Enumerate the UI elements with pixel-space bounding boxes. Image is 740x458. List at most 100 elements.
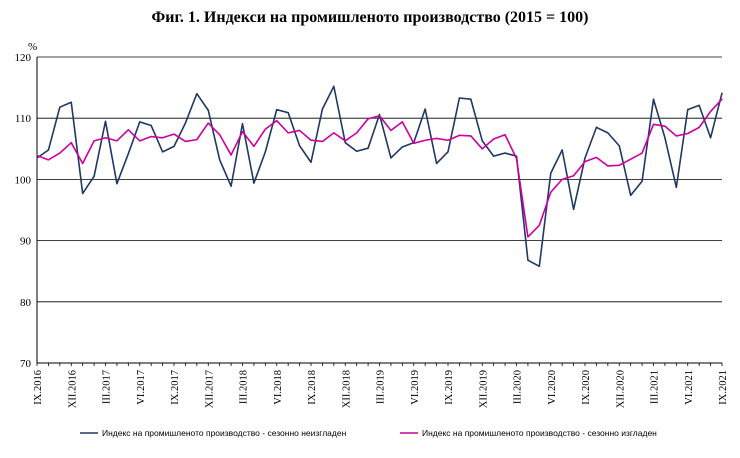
data-point-adjusted <box>630 158 632 160</box>
data-point-unadjusted <box>687 109 689 111</box>
data-point-unadjusted <box>493 155 495 157</box>
data-point-adjusted <box>641 152 643 154</box>
data-point-adjusted <box>253 145 255 147</box>
data-point-unadjusted <box>424 108 426 110</box>
data-point-adjusted <box>150 135 152 138</box>
data-point-adjusted <box>493 138 495 140</box>
data-point-adjusted <box>572 175 575 177</box>
x-tick-label: VI.2019 <box>410 370 421 405</box>
data-point-adjusted <box>207 122 209 124</box>
data-point-unadjusted <box>470 98 472 100</box>
y-tick-label: 120 <box>15 52 32 64</box>
data-point-unadjusted <box>584 157 586 159</box>
x-tick-label: IX.2018 <box>307 370 318 405</box>
data-point-adjusted <box>413 142 415 144</box>
data-point-adjusted <box>287 132 289 134</box>
data-point-unadjusted <box>504 152 506 154</box>
data-point-unadjusted <box>47 149 50 151</box>
data-point-adjusted <box>333 132 335 134</box>
data-point-unadjusted <box>161 151 164 153</box>
data-point-adjusted <box>184 140 187 143</box>
data-point-adjusted <box>344 140 346 142</box>
data-point-unadjusted <box>447 151 449 153</box>
data-point-adjusted <box>276 120 278 122</box>
data-point-unadjusted <box>538 265 540 267</box>
data-point-unadjusted <box>344 142 346 144</box>
x-tick-label: III.2019 <box>376 370 387 404</box>
data-point-unadjusted <box>435 162 438 165</box>
data-point-unadjusted <box>150 124 152 127</box>
data-point-adjusted <box>173 133 175 135</box>
data-point-unadjusted <box>104 120 107 122</box>
data-point-adjusted <box>424 139 426 141</box>
data-point-unadjusted <box>458 97 461 99</box>
data-point-adjusted <box>447 139 449 141</box>
data-point-unadjusted <box>572 208 575 210</box>
data-point-unadjusted <box>356 150 358 152</box>
data-point-adjusted <box>36 154 38 157</box>
data-point-adjusted <box>458 134 461 136</box>
x-tick-label: IX.2017 <box>170 370 181 405</box>
x-tick-label: IX.2020 <box>581 370 592 405</box>
data-point-unadjusted <box>127 153 129 155</box>
data-point-adjusted <box>104 137 107 139</box>
data-point-unadjusted <box>709 137 712 139</box>
data-point-adjusted <box>652 123 655 125</box>
x-tick-label: XII.2019 <box>478 370 489 408</box>
data-point-unadjusted <box>230 185 232 187</box>
y-tick-label: 80 <box>20 297 32 309</box>
data-point-adjusted <box>298 129 301 132</box>
data-point-adjusted <box>687 132 689 135</box>
data-point-unadjusted <box>595 126 598 128</box>
data-point-adjusted <box>504 134 506 136</box>
x-tick-label: VI.2018 <box>273 370 284 405</box>
data-point-unadjusted <box>527 259 529 261</box>
y-tick-labels: 70 80 90 100 110 120 <box>15 52 32 370</box>
x-tick-label: III.2020 <box>513 370 524 404</box>
data-point-unadjusted <box>630 194 632 196</box>
data-point-adjusted <box>139 140 141 142</box>
data-point-unadjusted <box>219 159 221 161</box>
data-point-unadjusted <box>721 92 723 94</box>
data-point-adjusted <box>401 121 403 123</box>
data-point-adjusted <box>664 125 666 127</box>
data-point-adjusted <box>698 126 700 128</box>
x-tick-label: VI.2021 <box>684 370 695 405</box>
data-point-unadjusted <box>481 140 483 142</box>
data-point-adjusted <box>481 148 483 150</box>
data-point-adjusted <box>116 140 118 142</box>
data-point-adjusted <box>550 191 552 193</box>
data-point-unadjusted <box>93 175 95 177</box>
data-point-unadjusted <box>390 157 392 159</box>
data-point-unadjusted <box>287 112 289 114</box>
x-tick-label: XII.2018 <box>341 370 352 408</box>
data-point-unadjusted <box>310 161 312 163</box>
data-point-adjusted <box>161 137 164 139</box>
x-tick-label: XII.2020 <box>615 370 626 408</box>
data-point-adjusted <box>47 159 50 161</box>
chart-title: Фиг. 1. Индекси на промишленото производ… <box>151 9 589 26</box>
data-point-unadjusted <box>401 146 403 148</box>
x-tick-label: IX.2016 <box>33 370 44 405</box>
y-tick-label: 110 <box>15 113 32 125</box>
x-tick-label: VI.2017 <box>136 370 147 405</box>
data-point-unadjusted <box>276 109 278 111</box>
data-point-adjusted <box>538 224 540 226</box>
data-point-adjusted <box>59 152 61 154</box>
x-tick-label: XII.2017 <box>204 370 215 408</box>
x-tick-label: III.2018 <box>239 370 250 404</box>
data-point-unadjusted <box>173 145 175 147</box>
series-lines <box>36 85 723 268</box>
series-line-unadjusted <box>36 85 723 268</box>
data-point-adjusted <box>561 178 563 180</box>
data-point-unadjusted <box>561 149 563 151</box>
data-point-adjusted <box>310 139 312 141</box>
data-point-unadjusted <box>607 132 609 134</box>
data-point-adjusted <box>527 236 529 238</box>
data-point-adjusted <box>367 118 369 120</box>
data-point-adjusted <box>378 115 381 117</box>
data-point-unadjusted <box>82 192 84 195</box>
y-axis-unit-label: % <box>28 41 37 53</box>
data-point-unadjusted <box>698 104 700 106</box>
